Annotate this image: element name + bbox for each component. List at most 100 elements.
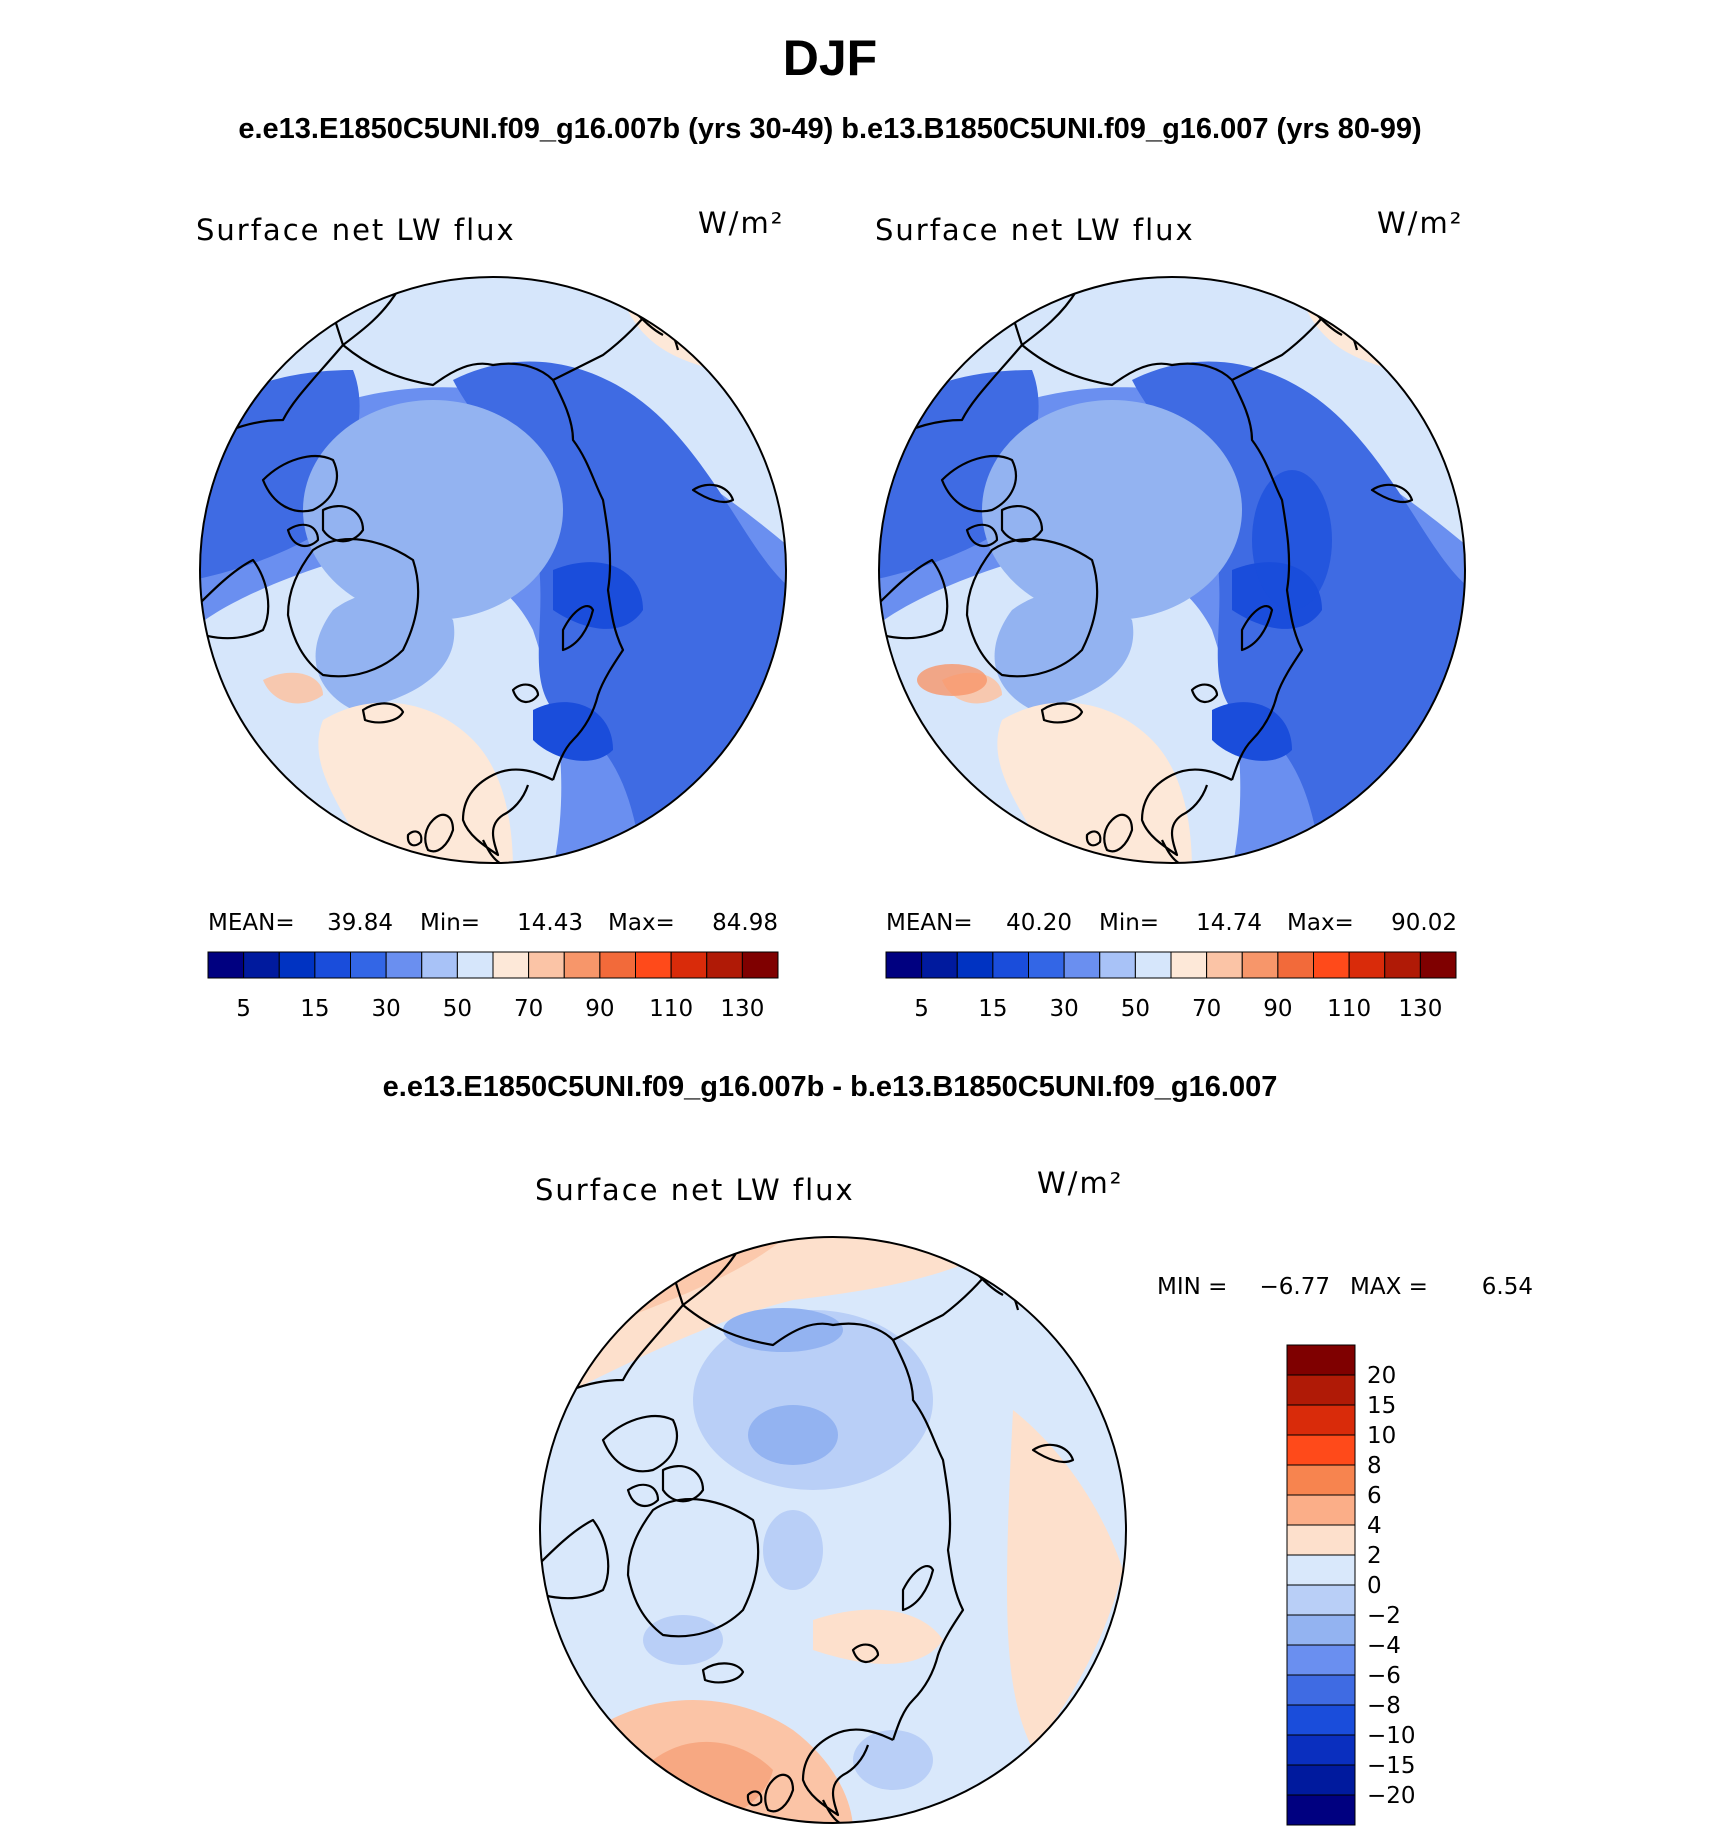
panel-case1-units: W/m²: [698, 206, 784, 240]
panel-case1-colorbar-label: 50: [443, 996, 472, 1022]
panel-diff-colorbar-swatch: [1286, 1704, 1356, 1736]
panel-case2-colorbar-swatch: [1348, 951, 1386, 979]
panel-case1-colorbar-label: 130: [720, 996, 764, 1022]
panel-case1-mean-value: 39.84: [327, 910, 393, 936]
panel-case2-colorbar-label: 90: [1263, 996, 1292, 1022]
panel-case1-variable: Surface net LW flux: [196, 213, 516, 247]
panel-case1-max-value: 84.98: [712, 910, 778, 936]
panel-diff-units: W/m²: [1037, 1166, 1123, 1200]
panel-diff-colorbar-label: 6: [1367, 1483, 1382, 1509]
panel-case1-colorbar: 5 15 30 50 70 90 110 130: [207, 951, 779, 1022]
panel-case1-colorbar-swatch: [706, 951, 743, 979]
panel-case1-colorbar-swatch: [563, 951, 601, 979]
panel-case2-colorbar-swatch: [1277, 951, 1314, 979]
panel-case2-colorbar-swatch: [1206, 951, 1243, 979]
panel-diff-map-border: [539, 1236, 1127, 1824]
panel-case1-colorbar-swatch: [385, 951, 423, 979]
panel-case2-min-label: Min=: [1099, 910, 1159, 936]
panel-case2-colorbar-swatch: [1419, 951, 1457, 979]
panel-case2-colorbar-label: 50: [1121, 996, 1150, 1022]
panel-case1-colorbar-swatch: [635, 951, 672, 979]
panel-case2-max-label: Max=: [1287, 910, 1354, 936]
panel-case2-colorbar-swatch: [1313, 951, 1350, 979]
case-subtitle: e.e13.E1850C5UNI.f09_g16.007b (yrs 30-49…: [238, 113, 1421, 145]
panel-case1-colorbar-swatch: [243, 951, 280, 979]
panel-diff-max-label: MAX =: [1350, 1274, 1428, 1300]
panel-case2-max-value: 90.02: [1391, 910, 1457, 936]
panel-case2-colorbar-label: 5: [914, 996, 929, 1022]
panel-diff-colorbar-label: −6: [1367, 1663, 1401, 1689]
season-title: DJF: [783, 30, 877, 86]
panel-case2-colorbar: 5 15 30 50 70 90 110 130: [885, 951, 1457, 1022]
panel-diff-colorbar-swatch: [1286, 1734, 1356, 1766]
panel-case2-mean-value: 40.20: [1006, 910, 1072, 936]
panel-case1-max-label: Max=: [608, 910, 675, 936]
panel-case1-min-label: Min=: [420, 910, 480, 936]
panel-diff-colorbar-label: −8: [1367, 1693, 1401, 1719]
panel-diff-colorbar-label: 2: [1367, 1543, 1382, 1569]
panel-diff-colorbar-label: −20: [1367, 1783, 1416, 1809]
panel-diff-colorbar-swatch: [1286, 1434, 1356, 1466]
panel-case1-colorbar-swatch: [599, 951, 636, 979]
panel-diff-colorbar-swatch: [1286, 1374, 1356, 1406]
panel-case2-map: [879, 277, 1465, 863]
panel-case1-colorbar-swatch: [314, 951, 351, 979]
panel-case1-colorbar-swatch: [492, 951, 530, 979]
panel-case2-colorbar-label: 30: [1049, 996, 1078, 1022]
panel-case1-colorbar-label: 70: [514, 996, 543, 1022]
panel-case1-map: [200, 277, 786, 863]
panel-diff-colorbar-swatch: [1286, 1554, 1356, 1586]
panel-case1-min-value: 14.43: [517, 910, 583, 936]
panel-case2-colorbar-swatch: [1384, 951, 1421, 979]
panel-diff-colorbar-swatch: [1286, 1344, 1356, 1376]
panel-case1-colorbar-swatch: [528, 951, 565, 979]
panel-diff-colorbar-label: −10: [1367, 1723, 1416, 1749]
panel-case1-colorbar-swatch: [278, 951, 316, 979]
panel-case2-mean-label: MEAN=: [886, 910, 973, 936]
panel-diff-colorbar-swatch: [1286, 1464, 1356, 1496]
panel-diff-colorbar-swatch: [1286, 1404, 1356, 1436]
panel-case2-colorbar-swatch: [1028, 951, 1065, 979]
panel-diff-max-value: 6.54: [1482, 1274, 1533, 1300]
panel-diff-min-label: MIN =: [1157, 1274, 1227, 1300]
panel-case2: Surface net LW flux W/m² MEAN= 40.20 Min…: [875, 206, 1466, 1022]
panel-diff-colorbar-swatch: [1286, 1764, 1356, 1796]
panel-case2-colorbar-swatch: [992, 951, 1029, 979]
panel-case2-colorbar-swatch: [921, 951, 958, 979]
panel-case1-colorbar-label: 15: [300, 996, 329, 1022]
panel-diff-variable: Surface net LW flux: [535, 1173, 855, 1207]
panel-case1-colorbar-swatch: [456, 951, 494, 979]
panel-diff-colorbar-label: −4: [1367, 1633, 1401, 1659]
panel-diff-map: [540, 1237, 1126, 1823]
panel-diff-colorbar-label: −15: [1367, 1753, 1416, 1779]
panel-case1-colorbar-label: 110: [649, 996, 693, 1022]
panel-diff-min-value: −6.77: [1260, 1274, 1330, 1300]
panel-diff-colorbar-swatch: [1286, 1794, 1356, 1826]
panel-diff-colorbar-label: 10: [1367, 1423, 1396, 1449]
panel-diff-colorbar-swatch: [1286, 1614, 1356, 1646]
panel-diff-colorbar-label: −2: [1367, 1603, 1401, 1629]
panel-case1-colorbar-swatch: [350, 951, 387, 979]
panel-case2-colorbar-label: 110: [1327, 996, 1371, 1022]
panel-case1-colorbar-swatch: [207, 951, 245, 979]
panel-case2-min-value: 14.74: [1196, 910, 1262, 936]
panel-case1-colorbar-swatch: [670, 951, 708, 979]
panel-case2-colorbar-swatch: [956, 951, 994, 979]
panel-diff-colorbar-label: 8: [1367, 1453, 1382, 1479]
panel-case1-colorbar-swatch: [421, 951, 458, 979]
panel-case2-colorbar-label: 15: [978, 996, 1007, 1022]
panel-case2-colorbar-swatch: [1241, 951, 1279, 979]
panel-case2-units: W/m²: [1377, 206, 1463, 240]
diff-title: e.e13.E1850C5UNI.f09_g16.007b - b.e13.B1…: [383, 1071, 1278, 1103]
panel-case1-map-border: [199, 276, 787, 864]
panel-case1-colorbar-swatch: [741, 951, 779, 979]
panel-case1-colorbar-label: 5: [236, 996, 251, 1022]
panel-diff-colorbar-swatch: [1286, 1584, 1356, 1616]
panel-case2-variable: Surface net LW flux: [875, 213, 1195, 247]
panel-case1: Surface net LW flux W/m² MEAN= 39.84 Min…: [196, 206, 787, 1022]
panel-case2-colorbar-swatch: [1099, 951, 1136, 979]
panel-diff-colorbar-label: 0: [1367, 1573, 1382, 1599]
panel-case2-colorbar-swatch: [1170, 951, 1208, 979]
